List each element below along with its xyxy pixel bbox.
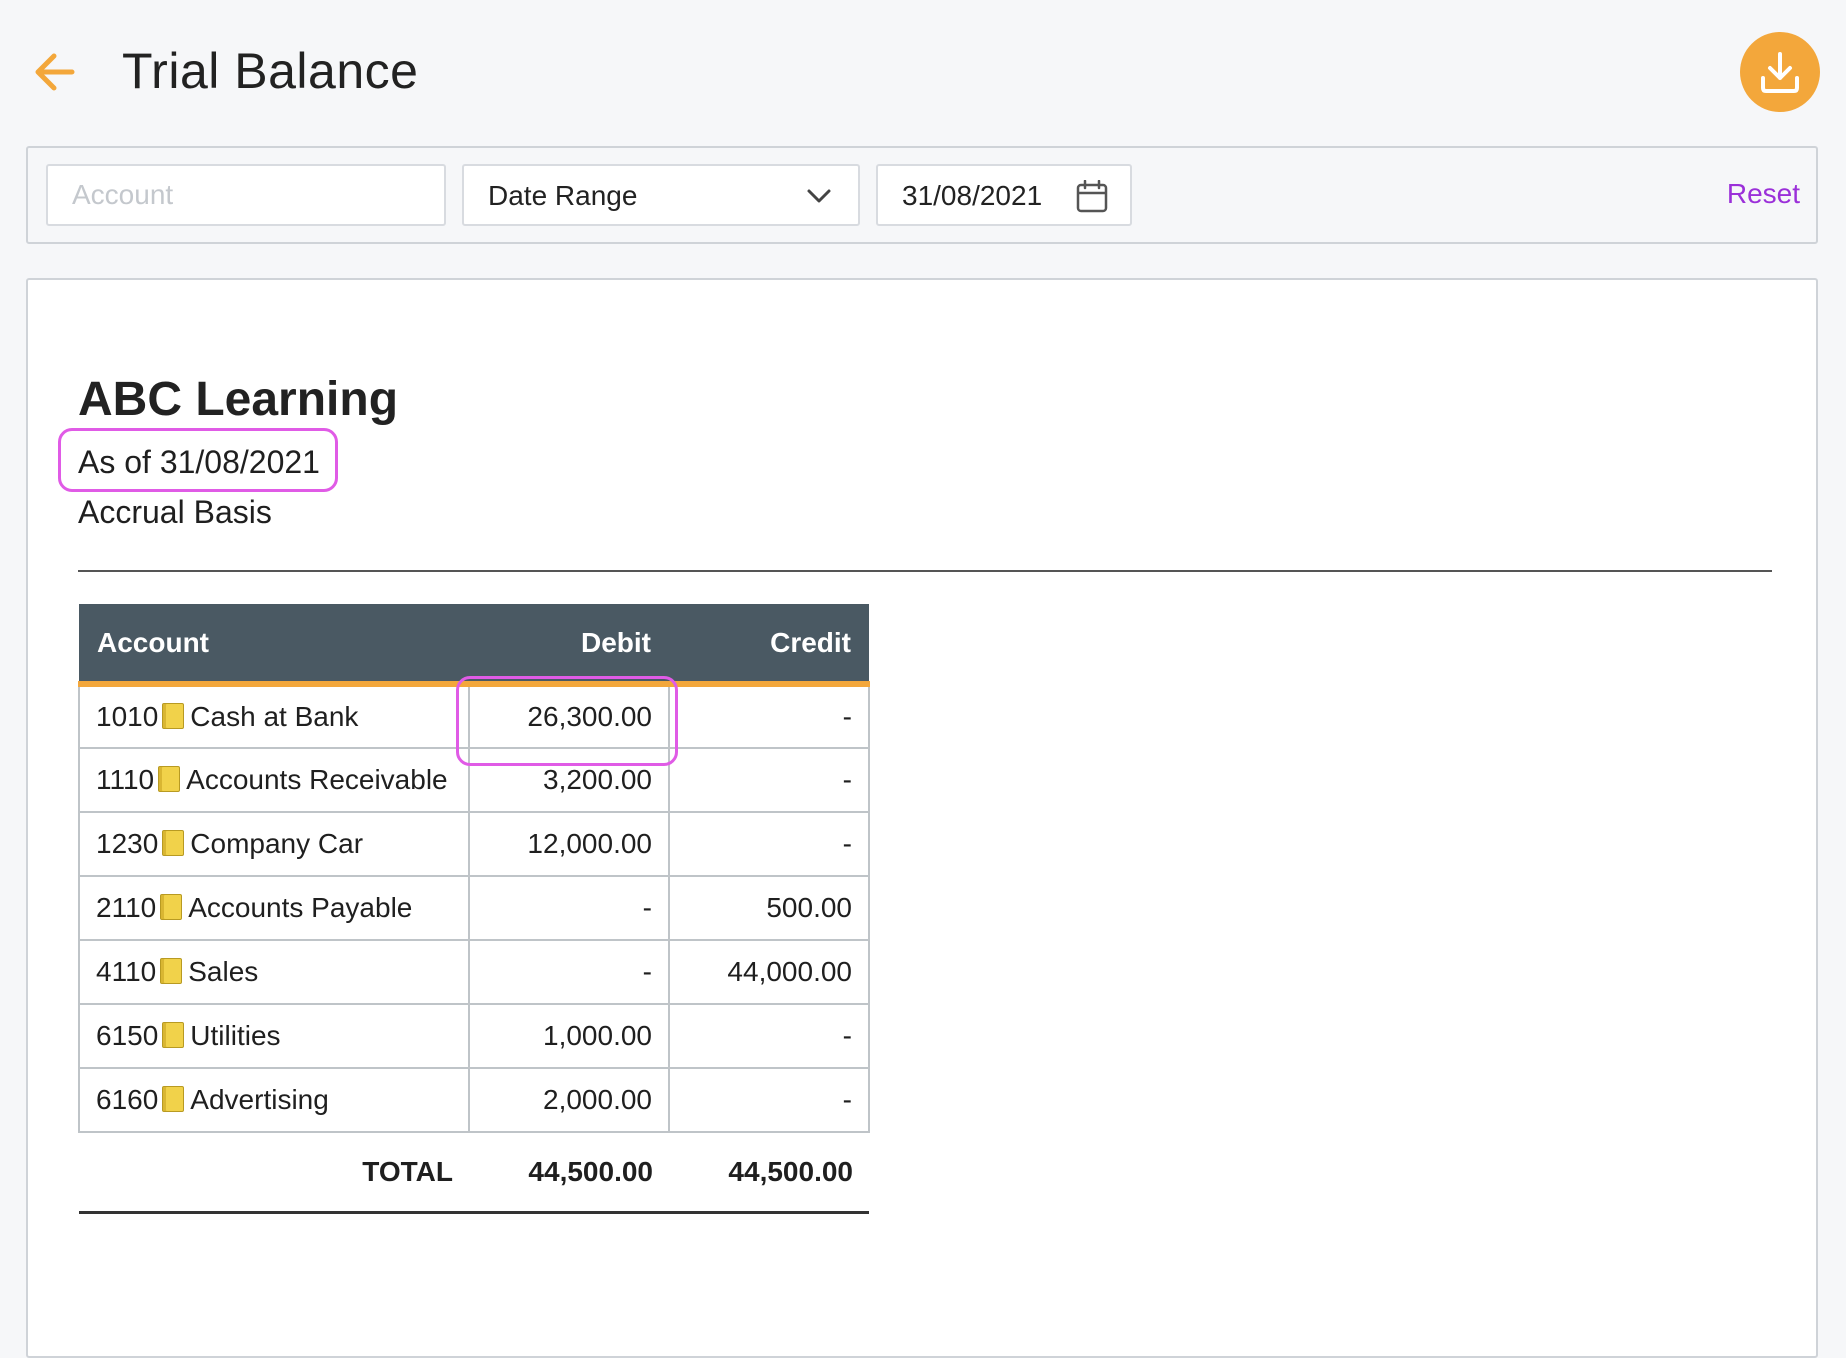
account-input[interactable]: [48, 166, 444, 224]
credit-cell: -: [668, 811, 870, 877]
account-name: Utilities: [190, 1020, 281, 1051]
page-title: Trial Balance: [122, 43, 419, 99]
account-code: 6150: [96, 1020, 159, 1051]
date-range-dropdown[interactable]: Date Range: [462, 164, 860, 226]
calendar-icon[interactable]: [1076, 180, 1108, 214]
table-row: 1110 Accounts Receivable 3,200.00 -: [78, 747, 870, 813]
debit-cell: 12,000.00: [468, 811, 670, 877]
report-as-of: As of 31/08/2021: [78, 444, 320, 480]
account-cell[interactable]: 2110 Accounts Payable: [78, 875, 470, 941]
arrow-left-icon: [35, 53, 75, 91]
report-basis: Accrual Basis: [78, 494, 272, 530]
date-range-value: Date Range: [488, 180, 638, 211]
table-header-row: Account Debit Credit: [79, 604, 869, 687]
account-name: Accounts Receivable: [186, 764, 448, 795]
debit-cell: -: [468, 875, 670, 941]
credit-cell: -: [668, 683, 870, 749]
debit-cell: 1,000.00: [468, 1003, 670, 1069]
table-row: 6150 Utilities 1,000.00 -: [78, 1003, 870, 1069]
account-cell[interactable]: 6160 Advertising: [78, 1067, 470, 1133]
column-header-credit: Credit: [669, 604, 869, 687]
account-code: 1010: [96, 701, 159, 732]
ledger-icon: [162, 1086, 185, 1112]
download-button[interactable]: [1740, 32, 1820, 112]
back-button[interactable]: [30, 44, 86, 100]
debit-cell: 3,200.00: [468, 747, 670, 813]
account-cell[interactable]: 1110 Accounts Receivable: [78, 747, 470, 813]
credit-cell: -: [668, 1003, 870, 1069]
credit-cell: -: [668, 747, 870, 813]
company-name: ABC Learning: [78, 373, 399, 426]
date-picker[interactable]: 31/08/2021: [876, 164, 1132, 226]
account-name: Advertising: [190, 1084, 329, 1115]
credit-cell: 44,000.00: [668, 939, 870, 1005]
credit-cell: -: [668, 1067, 870, 1133]
date-value: 31/08/2021: [902, 180, 1043, 211]
highlight-box-debit: [456, 676, 678, 766]
download-icon: [1761, 52, 1799, 93]
divider: [78, 570, 1772, 572]
table-row: 2110 Accounts Payable - 500.00: [78, 875, 870, 941]
trial-balance-table: Account Debit Credit 1010 Cash at Bank 26…: [78, 604, 870, 1214]
ledger-icon: [162, 703, 185, 729]
account-code: 1230: [96, 828, 159, 859]
reset-link[interactable]: Reset: [1726, 178, 1800, 209]
table-row: 4110 Sales - 44,000.00: [78, 939, 870, 1005]
account-code: 6160: [96, 1084, 159, 1115]
account-code: 4110: [96, 956, 157, 987]
filter-bar: Date Range 31/08/2021 Reset: [26, 146, 1818, 244]
account-code: 1110: [96, 764, 155, 795]
ledger-icon: [158, 766, 181, 792]
account-filter[interactable]: [46, 164, 446, 226]
page-header: Trial Balance: [0, 0, 1846, 140]
report-card: ABC Learning As of 31/08/2021 Accrual Ba…: [26, 278, 1818, 1358]
total-debit: 44,500.00: [469, 1132, 669, 1214]
account-cell[interactable]: 1010 Cash at Bank: [78, 683, 470, 749]
column-header-debit: Debit: [469, 604, 669, 687]
column-header-account: Account: [79, 604, 469, 687]
total-row: TOTAL 44,500.00 44,500.00: [79, 1132, 869, 1214]
total-credit: 44,500.00: [669, 1132, 869, 1214]
table-row: 1010 Cash at Bank 26,300.00 -: [78, 683, 870, 749]
account-code: 2110: [96, 892, 157, 923]
ledger-icon: [160, 894, 183, 920]
debit-cell: 2,000.00: [468, 1067, 670, 1133]
account-cell[interactable]: 6150 Utilities: [78, 1003, 470, 1069]
table-row: 1230 Company Car 12,000.00 -: [78, 811, 870, 877]
ledger-icon: [160, 958, 183, 984]
ledger-icon: [162, 830, 185, 856]
highlight-box-as-of: [58, 428, 338, 492]
debit-cell: 26,300.00: [468, 683, 670, 749]
account-cell[interactable]: 1230 Company Car: [78, 811, 470, 877]
credit-cell: 500.00: [668, 875, 870, 941]
debit-cell: -: [468, 939, 670, 1005]
account-name: Accounts Payable: [188, 892, 413, 923]
account-name: Cash at Bank: [190, 701, 359, 732]
account-cell[interactable]: 4110 Sales: [78, 939, 470, 1005]
total-label: TOTAL: [79, 1132, 469, 1214]
ledger-icon: [162, 1022, 185, 1048]
account-name: Company Car: [190, 828, 364, 859]
account-name: Sales: [188, 956, 259, 987]
chevron-down-icon: [807, 189, 831, 203]
table-row: 6160 Advertising 2,000.00 -: [78, 1067, 870, 1133]
